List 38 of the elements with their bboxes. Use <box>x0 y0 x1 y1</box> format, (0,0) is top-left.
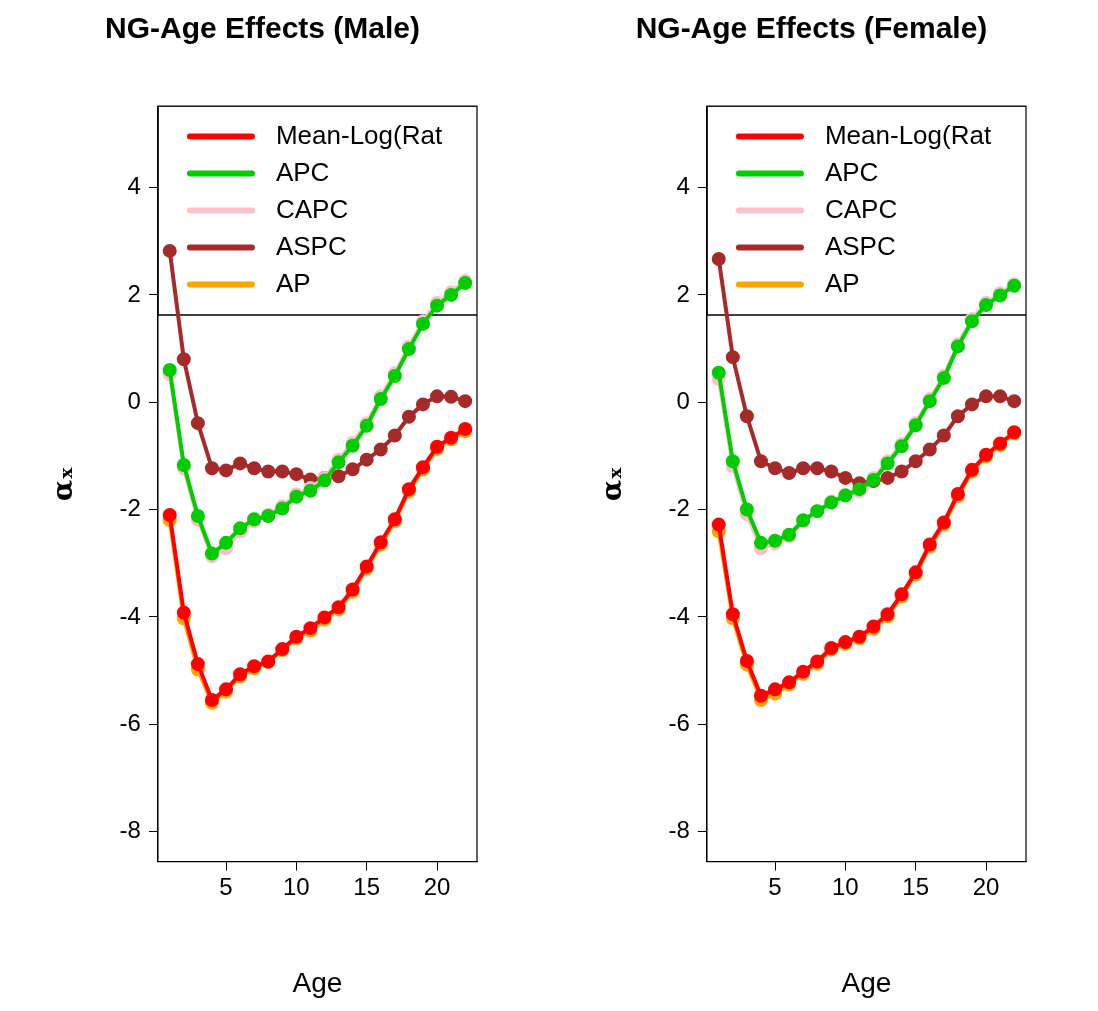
x-tick-label: 10 <box>283 872 310 900</box>
x-tick-label: 5 <box>219 872 233 900</box>
y-tick-label: -4 <box>668 601 690 629</box>
legend-label: CAPC <box>824 193 898 224</box>
y-tick-label: -2 <box>119 494 141 522</box>
y-tick-label: -6 <box>119 708 141 736</box>
legend-label: ASPC <box>275 230 347 261</box>
y-tick-label: 0 <box>127 386 141 414</box>
legend-label: Mean-Log(Rat <box>275 119 443 150</box>
x-axis-title: Age <box>841 966 892 998</box>
y-tick-label: -6 <box>668 708 690 736</box>
y-tick-label: 2 <box>676 279 690 307</box>
chart-title: NG-Age Effects (Male) <box>104 11 421 45</box>
x-tick-label: 15 <box>353 872 381 900</box>
x-tick-label: 5 <box>768 872 782 900</box>
y-tick-label: 0 <box>676 386 690 414</box>
legend-label: ASPC <box>824 230 896 261</box>
x-tick-label: 20 <box>423 872 451 900</box>
y-axis-title: αₓ <box>595 466 629 502</box>
legend-label: CAPC <box>275 193 349 224</box>
y-tick-label: 4 <box>676 172 690 200</box>
legend-label: Mean-Log(Rat <box>824 119 992 150</box>
y-tick-label: -2 <box>668 494 690 522</box>
y-tick-label: -8 <box>119 816 141 844</box>
y-axis-title: αₓ <box>46 466 80 502</box>
x-tick-label: 10 <box>832 872 859 900</box>
x-axis-title: Age <box>292 966 343 998</box>
y-tick-label: -8 <box>668 816 690 844</box>
y-tick-label: 2 <box>127 279 141 307</box>
x-tick-label: 20 <box>972 872 1000 900</box>
legend-label: AP <box>824 267 860 298</box>
y-tick-label: -4 <box>119 601 141 629</box>
y-tick-label: 4 <box>127 172 141 200</box>
legend-label: APC <box>275 156 330 187</box>
legend-label: APC <box>824 156 879 187</box>
legend-label: AP <box>275 267 311 298</box>
x-tick-label: 15 <box>902 872 930 900</box>
chart-title: NG-Age Effects (Female) <box>635 11 988 45</box>
